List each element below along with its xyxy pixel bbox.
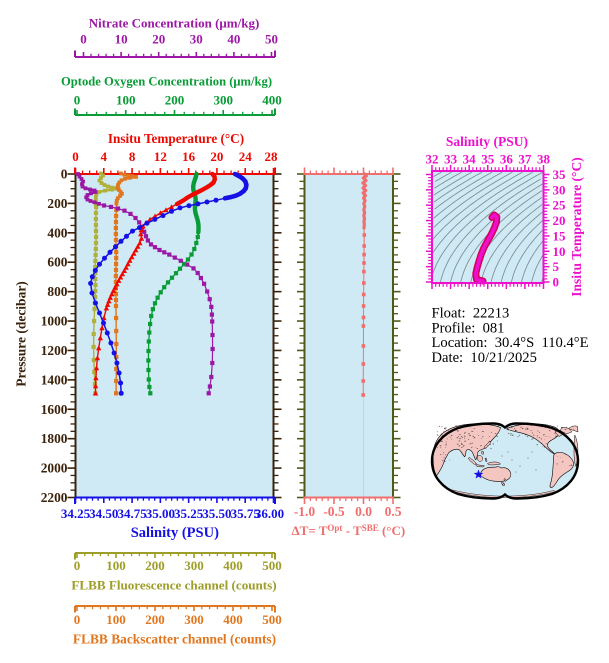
svg-text:32: 32 — [426, 152, 439, 167]
svg-text:1000: 1000 — [41, 314, 68, 329]
svg-text:Salinity (PSU): Salinity (PSU) — [446, 134, 528, 149]
svg-text:200: 200 — [47, 196, 67, 211]
svg-text:Location: 30.4°S 110.4°E: Location: 30.4°S 110.4°E — [432, 335, 589, 351]
svg-text:24: 24 — [239, 149, 253, 164]
svg-text:16: 16 — [182, 149, 196, 164]
svg-text:20: 20 — [553, 213, 566, 228]
svg-text:100: 100 — [106, 558, 126, 573]
svg-text:35.00: 35.00 — [146, 506, 175, 521]
svg-text:2000: 2000 — [41, 461, 68, 476]
svg-text:35: 35 — [481, 152, 495, 167]
svg-text:0: 0 — [61, 167, 68, 182]
svg-text:35.50: 35.50 — [202, 506, 231, 521]
svg-text:30: 30 — [553, 182, 566, 197]
svg-text:34.75: 34.75 — [117, 506, 147, 521]
svg-text:0: 0 — [72, 149, 79, 164]
svg-text:-0.5: -0.5 — [323, 504, 345, 519]
svg-text:0: 0 — [74, 93, 81, 108]
svg-text:400: 400 — [223, 558, 243, 573]
svg-text:Insitu Temperature (°C): Insitu Temperature (°C) — [108, 131, 244, 146]
svg-text:0: 0 — [553, 275, 560, 290]
svg-text:33: 33 — [444, 152, 458, 167]
svg-text:0: 0 — [74, 612, 81, 627]
svg-text:Salinity (PSU): Salinity (PSU) — [131, 525, 219, 541]
svg-text:500: 500 — [262, 612, 282, 627]
svg-text:35: 35 — [553, 167, 567, 182]
svg-text:600: 600 — [47, 255, 67, 270]
svg-text:30: 30 — [190, 32, 203, 47]
svg-text:5: 5 — [553, 259, 560, 274]
svg-text:28: 28 — [265, 149, 279, 164]
svg-text:0.0: 0.0 — [355, 504, 372, 519]
svg-text:100: 100 — [106, 612, 126, 627]
svg-text:40: 40 — [227, 32, 240, 47]
svg-text:Nitrate Concentration (μm/kg): Nitrate Concentration (μm/kg) — [89, 16, 260, 31]
svg-text:400: 400 — [223, 612, 243, 627]
svg-text:10: 10 — [115, 32, 128, 47]
svg-text:Insitu Temperature (°C): Insitu Temperature (°C) — [569, 157, 584, 296]
svg-text:34.25: 34.25 — [61, 506, 91, 521]
svg-text:1800: 1800 — [41, 431, 68, 446]
svg-text:Float: 22213: Float: 22213 — [432, 306, 510, 322]
svg-text:37: 37 — [518, 152, 532, 167]
svg-text:4: 4 — [101, 149, 108, 164]
svg-text:1400: 1400 — [41, 372, 68, 387]
svg-text:1200: 1200 — [41, 343, 68, 358]
svg-text:200: 200 — [145, 612, 165, 627]
svg-text:500: 500 — [262, 558, 282, 573]
svg-text:38: 38 — [537, 152, 551, 167]
svg-text:0: 0 — [80, 32, 87, 47]
svg-text:0: 0 — [74, 558, 81, 573]
svg-text:25: 25 — [553, 198, 567, 213]
svg-text:36.00: 36.00 — [255, 506, 284, 521]
svg-text:FLBB Fluorescence channel (cou: FLBB Fluorescence channel (counts) — [71, 578, 276, 593]
svg-text:20: 20 — [152, 32, 165, 47]
svg-text:50: 50 — [265, 32, 278, 47]
svg-text:Pressure (decibar): Pressure (decibar) — [14, 281, 29, 387]
svg-text:Profile: 081: Profile: 081 — [432, 320, 505, 336]
svg-text:1600: 1600 — [41, 402, 68, 417]
svg-text:0.5: 0.5 — [385, 504, 402, 519]
svg-text:ΔT= TOpt - TSBE (°C): ΔT= TOpt - TSBE (°C) — [292, 523, 406, 538]
svg-text:20: 20 — [210, 149, 223, 164]
svg-text:Optode Oxygen Concentration (μ: Optode Oxygen Concentration (μm/kg) — [61, 75, 272, 89]
svg-text:200: 200 — [145, 558, 165, 573]
svg-text:800: 800 — [47, 284, 67, 299]
svg-text:300: 300 — [214, 93, 234, 108]
svg-text:Date: 10/21/2025: Date: 10/21/2025 — [432, 350, 537, 366]
svg-text:FLBB Backscatter channel (coun: FLBB Backscatter channel (counts) — [73, 632, 276, 647]
svg-text:34.50: 34.50 — [89, 506, 118, 521]
svg-text:10: 10 — [553, 244, 566, 259]
svg-text:8: 8 — [129, 149, 136, 164]
svg-text:400: 400 — [47, 225, 67, 240]
svg-text:100: 100 — [116, 93, 136, 108]
svg-text:15: 15 — [553, 228, 567, 243]
svg-text:300: 300 — [184, 558, 204, 573]
svg-text:300: 300 — [184, 612, 204, 627]
svg-text:200: 200 — [165, 93, 185, 108]
svg-text:-1.0: -1.0 — [294, 504, 316, 519]
svg-text:12: 12 — [154, 149, 167, 164]
svg-text:2200: 2200 — [41, 490, 68, 505]
svg-text:35.25: 35.25 — [174, 506, 204, 521]
svg-text:400: 400 — [262, 93, 282, 108]
svg-text:36: 36 — [500, 152, 514, 167]
svg-text:34: 34 — [463, 152, 477, 167]
svg-text:35.75: 35.75 — [231, 506, 261, 521]
